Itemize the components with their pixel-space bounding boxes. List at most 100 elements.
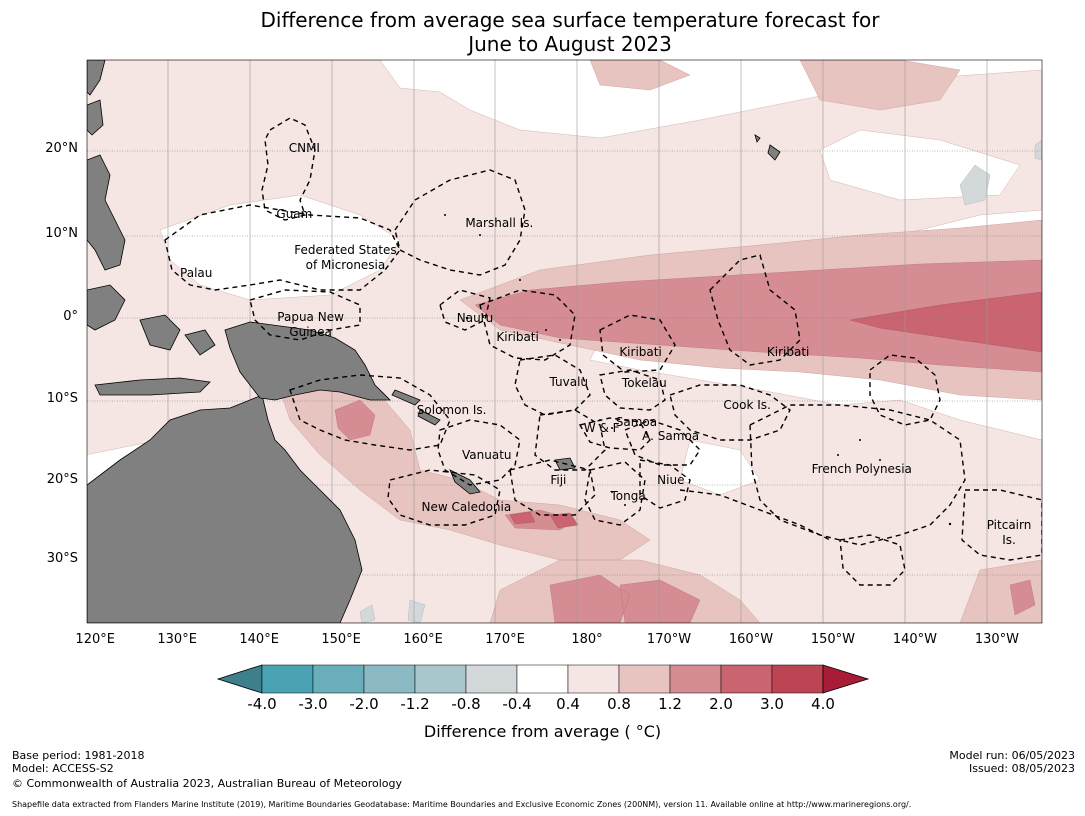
- longitude-label: 120°E: [75, 632, 115, 647]
- place-label: Fiji: [550, 472, 567, 487]
- hawaii: [754, 134, 781, 161]
- colorbar-tick-label: 0.8: [607, 695, 631, 713]
- copyright: © Commonwealth of Australia 2023, Austra…: [12, 777, 402, 790]
- model-name: Model: ACCESS-S2: [12, 762, 114, 775]
- longitude-label: 140°E: [239, 632, 279, 647]
- new-caledonia: [449, 469, 481, 495]
- place-label: Tonga: [610, 489, 646, 504]
- taiwan: [87, 99, 104, 136]
- place-label: A. Samoa: [642, 429, 700, 444]
- map-title: Difference from average sea surface temp…: [0, 8, 1085, 56]
- map-title-line1: Difference from average sea surface temp…: [260, 8, 880, 32]
- latitude-label: 0°: [63, 309, 78, 324]
- land: [87, 60, 781, 623]
- colorbar-tick-label: -3.0: [298, 695, 328, 713]
- longitude-label: 180°: [571, 632, 603, 647]
- place-label: Marshall Is.: [465, 216, 534, 231]
- place-label: French Polynesia: [811, 462, 912, 477]
- longitude-label: 150°W: [810, 632, 856, 647]
- latitude-label: 20°N: [45, 141, 78, 157]
- place-label: New Caledonia: [421, 499, 512, 514]
- timor-islands: [94, 377, 211, 396]
- place-label: Guam: [276, 206, 313, 221]
- map-area: [87, 60, 1042, 623]
- place-label: Samoa: [615, 414, 658, 429]
- colorbar-segment: [516, 664, 569, 694]
- colorbar-tick-label: 2.0: [709, 695, 733, 713]
- colorbar-arrow-high: [822, 664, 870, 694]
- colorbar-arrow-low: [216, 664, 263, 694]
- place-label: Solomon Is.: [416, 402, 487, 417]
- longitude-label: 170°E: [485, 632, 525, 647]
- place-label: Tuvalu: [549, 374, 589, 389]
- colorbar-segment: [669, 664, 722, 694]
- longitude-label: 160°W: [728, 632, 774, 647]
- colorbar-tick-label: -0.8: [451, 695, 481, 713]
- longitude-label: 130°E: [157, 632, 197, 647]
- place-label: Vanuatu: [462, 447, 512, 462]
- longitude-label: 140°W: [892, 632, 938, 647]
- latitude-label: 20°S: [46, 472, 78, 487]
- place-label: Kiribati: [496, 329, 539, 344]
- colorbar: [216, 664, 870, 694]
- colorbar-segment: [771, 664, 824, 694]
- colorbar-segment: [720, 664, 773, 694]
- footer-right: Model run: 06/05/2023 Issued: 08/05/2023: [949, 749, 1075, 775]
- colorbar-segment: [414, 664, 467, 694]
- colorbar-segment: [465, 664, 518, 694]
- colorbar-tick-label: 4.0: [811, 695, 835, 713]
- latitude-label: 30°S: [46, 551, 78, 567]
- colorbar-tick-label: -0.4: [502, 695, 532, 713]
- anomaly-1p2-region: [334, 259, 1042, 623]
- map-frame: [86, 59, 1043, 624]
- place-label: W & F: [583, 421, 620, 436]
- colorbar-tick-label: 3.0: [760, 695, 784, 713]
- latitude-label: 10°N: [45, 225, 78, 241]
- colorbar-tick-label: 1.2: [658, 695, 682, 713]
- model-run: Model run: 06/05/2023: [949, 749, 1075, 762]
- base-period: Base period: 1981-2018: [12, 749, 145, 762]
- place-label: Kiribati: [766, 345, 810, 360]
- longitude-label: 170°W: [646, 632, 692, 647]
- place-label: Kiribati: [619, 345, 662, 360]
- place-label: Federated States of Micronesia: [294, 243, 397, 273]
- footer-left: Base period: 1981-2018 Model: ACCESS-S2 …: [12, 749, 402, 790]
- place-label: Niue: [657, 472, 685, 487]
- australia: [87, 394, 363, 623]
- place-label: Cook Is.: [723, 398, 771, 413]
- longitude-label: 130°W: [974, 632, 1019, 647]
- colorbar-segment: [312, 664, 365, 694]
- longitude-label: 160°E: [403, 632, 443, 647]
- china-coast: [87, 60, 106, 96]
- colorbar-tick-label: -4.0: [247, 695, 277, 713]
- colorbar-segment: [567, 664, 620, 694]
- eez-boundaries: [164, 117, 1042, 586]
- cool-anomaly-region: [359, 139, 1042, 623]
- longitude-label: 150°E: [321, 632, 361, 647]
- colorbar-segment: [363, 664, 416, 694]
- map-title-line2: June to August 2023: [468, 32, 672, 56]
- new-guinea: [224, 321, 391, 401]
- colorbar-segment: [618, 664, 671, 694]
- colorbar-title: Difference from average ( °C): [423, 722, 662, 741]
- colorbar-tick-label: 0.4: [556, 695, 580, 713]
- place-label: Palau: [180, 266, 213, 281]
- source-note: Shapefile data extracted from Flanders M…: [12, 800, 912, 809]
- latitude-label: 10°S: [46, 391, 78, 407]
- place-label: CNMI: [288, 141, 320, 156]
- place-label: Tokelau: [621, 376, 667, 391]
- philippines: [87, 154, 126, 271]
- colorbar-tick-label: -1.2: [400, 695, 430, 713]
- place-label: Pitcairn Is.: [986, 518, 1032, 548]
- small-islands: [444, 214, 952, 526]
- colorbar-tick-label: -2.0: [349, 695, 379, 713]
- place-label: Nauru: [456, 310, 494, 325]
- colorbar-segment: [261, 664, 314, 694]
- indonesia-borneo: [87, 284, 126, 331]
- sulawesi-and-islands: [139, 314, 216, 356]
- issued-date: Issued: 08/05/2023: [968, 762, 1075, 775]
- solomon-islands: [391, 389, 441, 426]
- anomaly-2p0-region: [509, 291, 1042, 529]
- place-label: Papua New Guinea: [277, 309, 344, 339]
